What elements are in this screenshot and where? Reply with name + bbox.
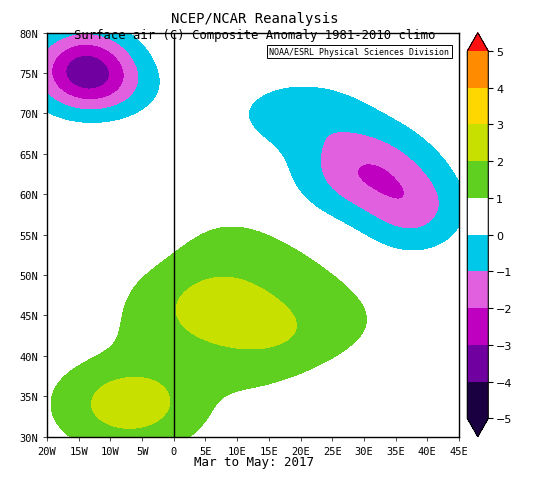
Text: Surface air (C) Composite Anomaly 1981-2010 climo: Surface air (C) Composite Anomaly 1981-2… bbox=[74, 29, 435, 42]
Text: NCEP/NCAR Reanalysis: NCEP/NCAR Reanalysis bbox=[171, 12, 338, 26]
PathPatch shape bbox=[467, 34, 488, 52]
Text: NOAA/ESRL Physical Sciences Division: NOAA/ESRL Physical Sciences Division bbox=[269, 48, 450, 57]
Text: Mar to May: 2017: Mar to May: 2017 bbox=[195, 455, 314, 468]
PathPatch shape bbox=[467, 419, 488, 437]
